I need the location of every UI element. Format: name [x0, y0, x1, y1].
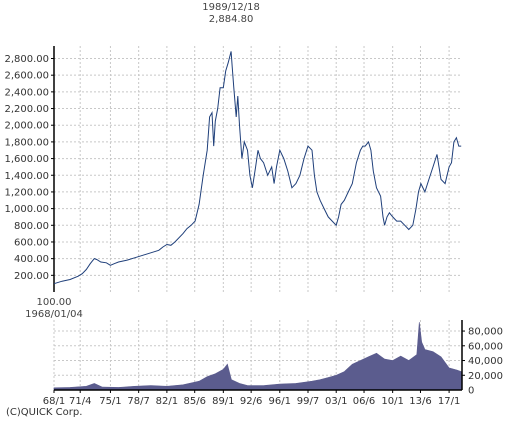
x-tick-label: 10/1	[381, 396, 403, 407]
x-tick-label: 92/6	[240, 396, 262, 407]
x-tick-label: 17/1	[438, 396, 460, 407]
volume-y-tick-label: 20,000	[468, 371, 503, 382]
max-value-label: 2,884.80	[209, 14, 254, 25]
price-y-tick-label: 2,000.00	[4, 121, 49, 132]
price-y-tick-label: 1,000.00	[4, 204, 49, 215]
x-tick-label: 71/4	[69, 396, 91, 407]
x-tick-label: 75/1	[99, 396, 121, 407]
volume-y-tick-label: 40,000	[468, 356, 503, 367]
price-y-tick-label: 1,600.00	[4, 154, 49, 165]
price-y-tick-label: 800.00	[14, 221, 49, 232]
x-tick-label: 68/1	[43, 396, 65, 407]
price-y-tick-label: 2,600.00	[4, 71, 49, 82]
min-value-label: 100.00	[37, 297, 72, 308]
x-tick-label: 06/6	[353, 396, 375, 407]
price-y-tick-label: 200.00	[14, 271, 49, 282]
price-y-tick-label: 600.00	[14, 237, 49, 248]
copyright-credit: (C)QUICK Corp.	[6, 407, 83, 418]
volume-y-tick-label: 0	[468, 386, 474, 397]
x-tick-label: 03/1	[325, 396, 347, 407]
volume-y-tick-label: 80,000	[468, 327, 503, 338]
price-y-tick-label: 1,400.00	[4, 171, 49, 182]
price-y-tick-label: 1,800.00	[4, 137, 49, 148]
max-date-label: 1989/12/18	[202, 2, 260, 13]
min-date-label: 1968/01/04	[25, 309, 83, 320]
x-tick-label: 99/7	[297, 396, 319, 407]
price-y-tick-label: 2,800.00	[4, 54, 49, 65]
price-y-tick-label: 400.00	[14, 254, 49, 265]
x-tick-label: 85/6	[183, 396, 205, 407]
x-tick-label: 82/1	[156, 396, 178, 407]
volume-area	[53, 322, 462, 391]
volume-y-tick-label: 60,000	[468, 341, 503, 352]
price-y-tick-label: 1,200.00	[4, 187, 49, 198]
price-y-tick-label: 2,400.00	[4, 87, 49, 98]
x-tick-label: 13/6	[409, 396, 431, 407]
x-tick-label: 78/7	[127, 396, 149, 407]
price-line	[53, 51, 462, 285]
x-tick-label: 89/1	[212, 396, 234, 407]
price-y-tick-label: 2,200.00	[4, 104, 49, 115]
x-tick-label: 96/1	[269, 396, 291, 407]
